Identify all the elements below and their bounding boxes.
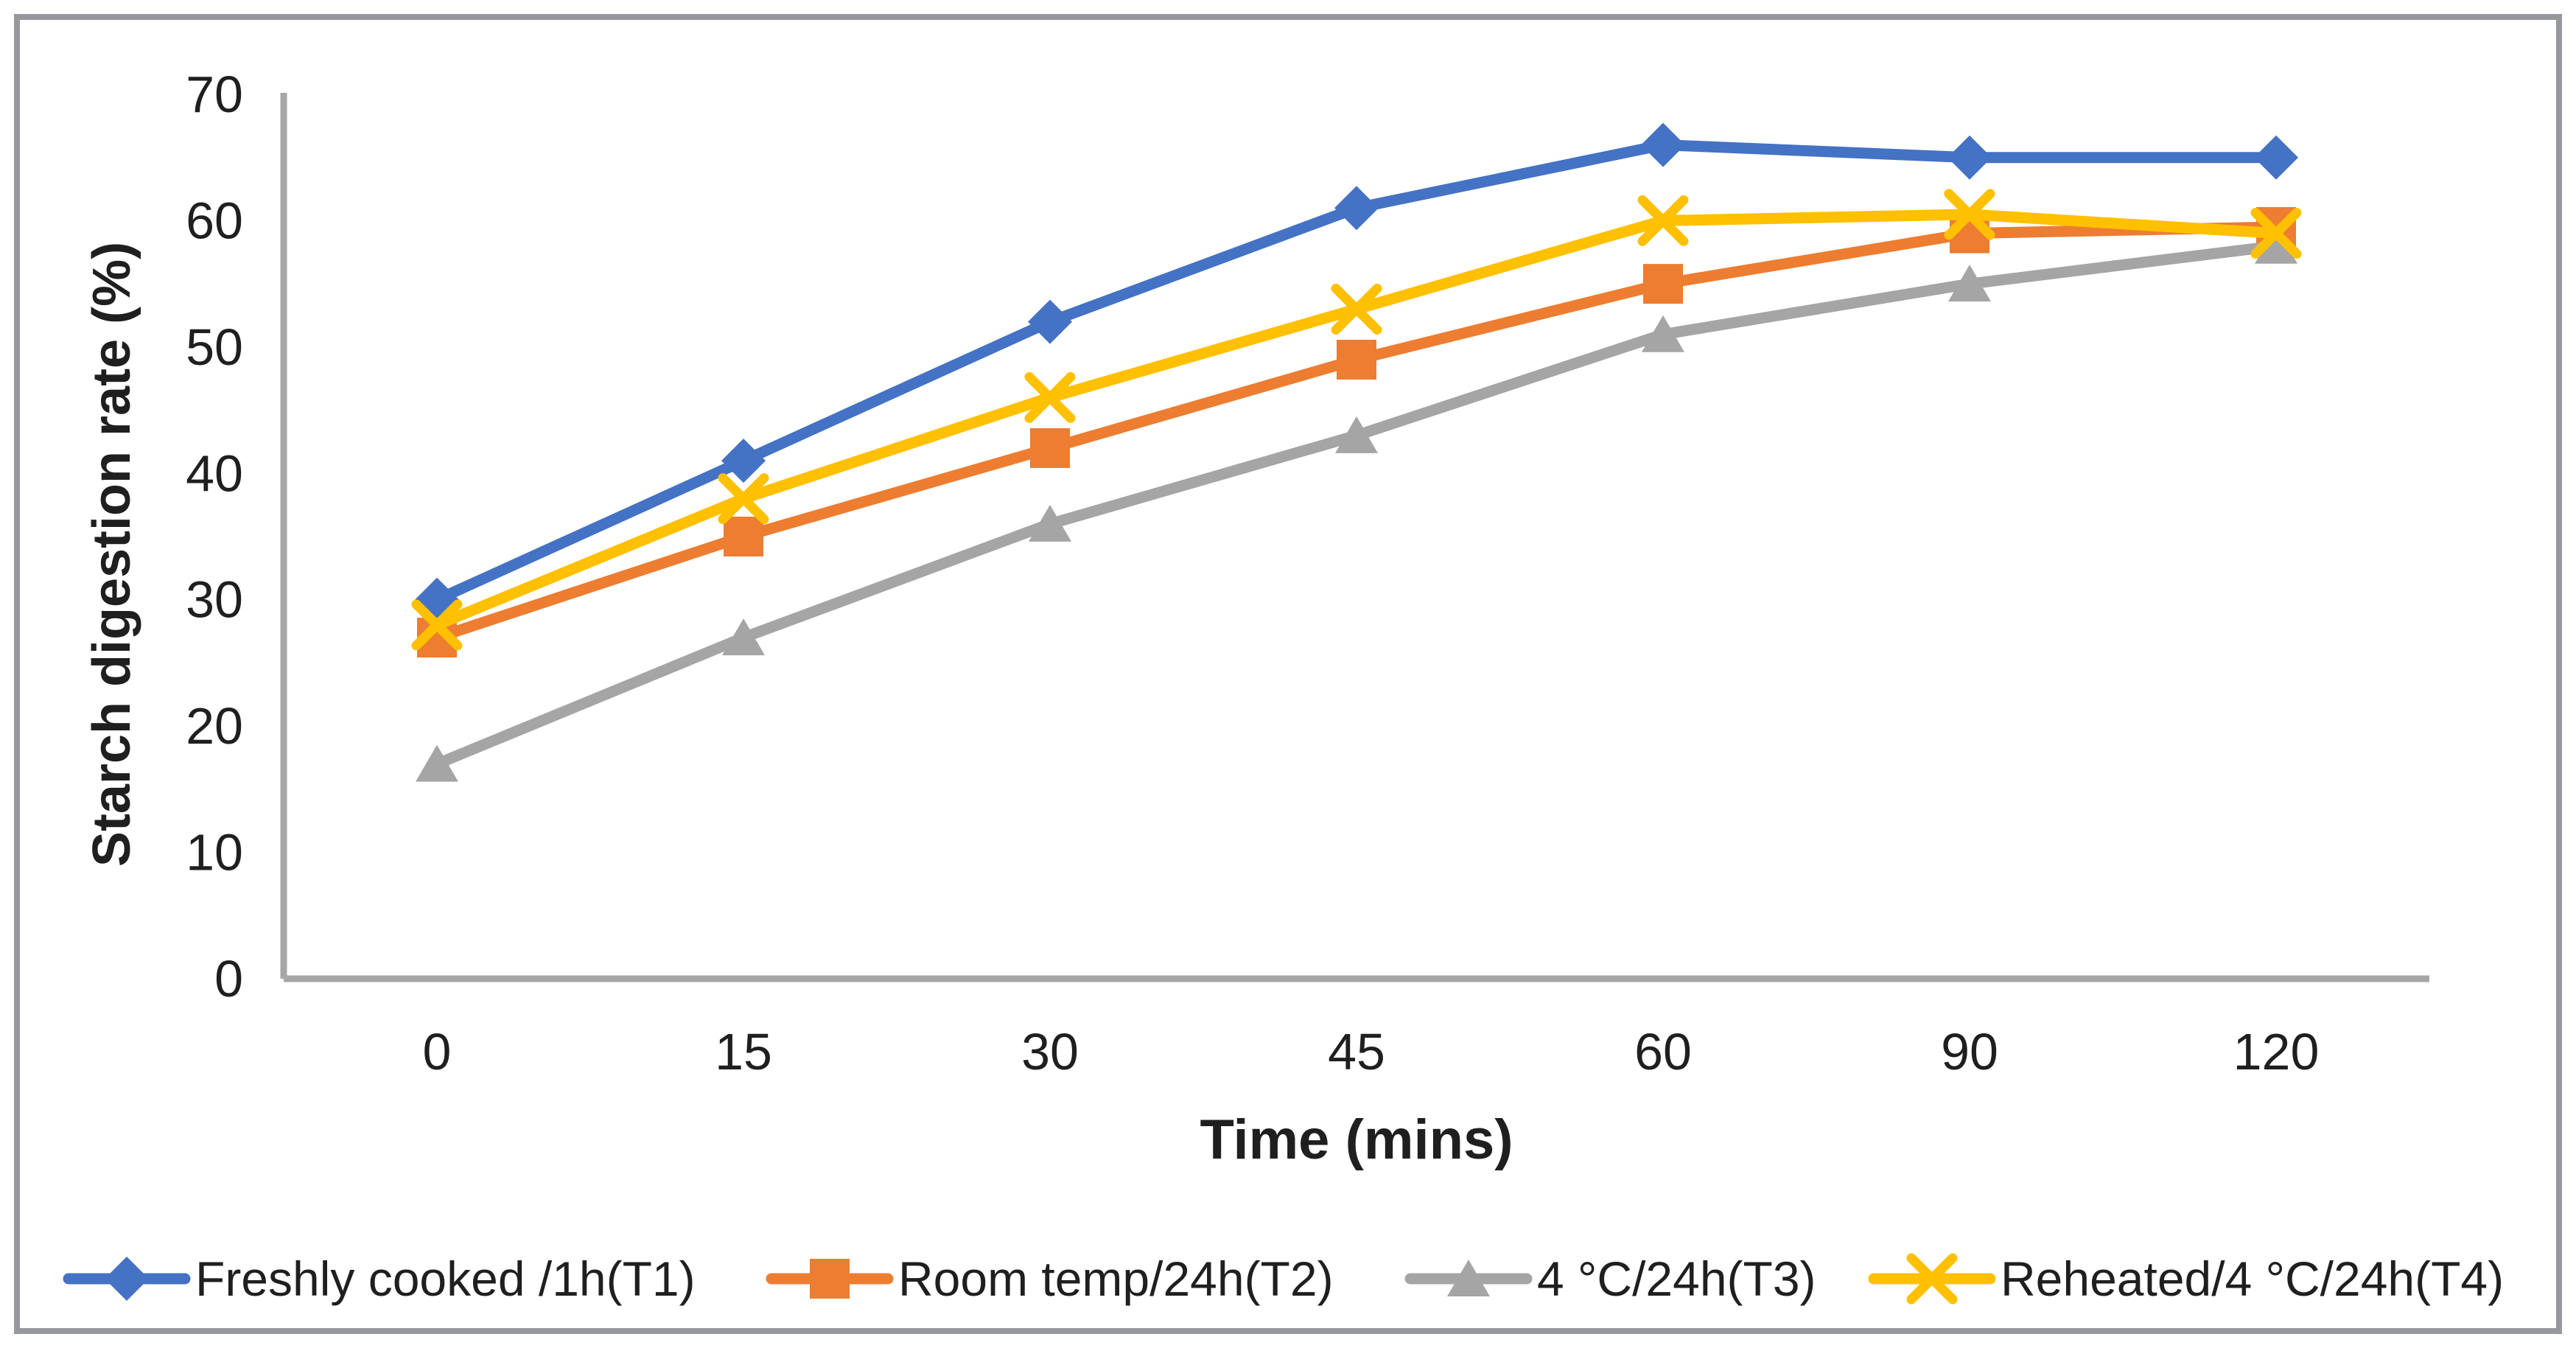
data-point-triangle xyxy=(1335,416,1378,453)
data-point-x xyxy=(2250,208,2302,259)
x-axis-title: Time (mins) xyxy=(1200,1108,1513,1171)
data-point-triangle xyxy=(416,744,458,782)
data-point-x xyxy=(1944,189,1995,240)
data-point-diamond xyxy=(1947,135,1992,180)
series-1 xyxy=(415,122,2298,622)
y-axis-tick-labels: 0 10 20 30 40 50 60 70 xyxy=(186,66,243,1007)
data-point-x xyxy=(718,473,769,525)
legend-item-label: Reheated/4 °C/24h(T4) xyxy=(2001,1251,2504,1306)
legend: Freshly cooked /1h(T1) Room temp/24h(T2) 4… xyxy=(63,1251,2504,1306)
y-tick-label: 50 xyxy=(186,318,243,376)
data-point-triangle xyxy=(1029,504,1071,542)
legend-item-label: 4 °C/24h(T3) xyxy=(1537,1251,1816,1306)
data-point-square xyxy=(1030,428,1070,468)
data-point-diamond xyxy=(1334,186,1379,231)
legend-item-label: Room temp/24h(T2) xyxy=(898,1251,1334,1306)
x-tick-label: 45 xyxy=(1328,1023,1385,1080)
data-point-triangle xyxy=(2255,226,2297,264)
data-point-diamond xyxy=(1641,122,1685,167)
x-tick-label: 0 xyxy=(423,1023,452,1080)
data-point-diamond xyxy=(721,439,766,483)
y-tick-label: 70 xyxy=(186,66,243,123)
legend-item: 4 °C/24h(T3) xyxy=(1404,1251,1816,1306)
data-point-diamond xyxy=(2254,135,2298,180)
x-tick-label: 120 xyxy=(2233,1023,2320,1080)
series-3 xyxy=(416,226,2297,782)
y-tick-label: 60 xyxy=(186,192,243,249)
data-point-triangle xyxy=(1948,265,1991,302)
x-tick-label: 15 xyxy=(715,1023,772,1080)
x-tick-label: 60 xyxy=(1634,1023,1692,1080)
legend-item: Freshly cooked /1h(T1) xyxy=(63,1251,696,1306)
data-point-triangle xyxy=(722,618,765,656)
data-point-diamond xyxy=(1028,299,1072,344)
y-tick-label: 20 xyxy=(186,697,243,755)
plot-area xyxy=(411,122,2302,782)
y-tick-label: 40 xyxy=(186,444,243,502)
data-point-triangle xyxy=(1642,315,1684,352)
data-point-square xyxy=(1643,264,1683,304)
data-point-square xyxy=(810,1259,850,1299)
x-tick-label: 90 xyxy=(1941,1023,1998,1080)
data-point-square xyxy=(1337,340,1376,380)
legend-item: Reheated/4 °C/24h(T4) xyxy=(1868,1251,2504,1306)
data-point-x xyxy=(1024,371,1076,423)
y-axis-title: Starch digestion rate (%) xyxy=(83,242,141,867)
legend-item-label: Freshly cooked /1h(T1) xyxy=(195,1251,696,1306)
data-point-square xyxy=(724,517,763,556)
data-point-x xyxy=(1331,283,1382,335)
data-point-x xyxy=(1906,1253,1958,1305)
y-tick-label: 30 xyxy=(186,571,243,629)
x-axis-tick-labels: 0 15 30 45 60 90 120 xyxy=(423,1023,2320,1080)
data-point-diamond xyxy=(105,1257,149,1301)
x-tick-label: 30 xyxy=(1021,1023,1079,1080)
y-tick-label: 10 xyxy=(186,824,243,881)
data-point-x xyxy=(1637,195,1689,246)
axes xyxy=(280,93,2429,982)
y-tick-label: 0 xyxy=(214,950,243,1007)
series-4 xyxy=(411,189,2302,651)
figure-border xyxy=(14,14,2562,1334)
legend-item: Room temp/24h(T2) xyxy=(766,1251,1334,1306)
data-point-triangle xyxy=(1447,1260,1490,1296)
series-line xyxy=(431,240,2282,770)
data-point-x xyxy=(411,599,463,651)
